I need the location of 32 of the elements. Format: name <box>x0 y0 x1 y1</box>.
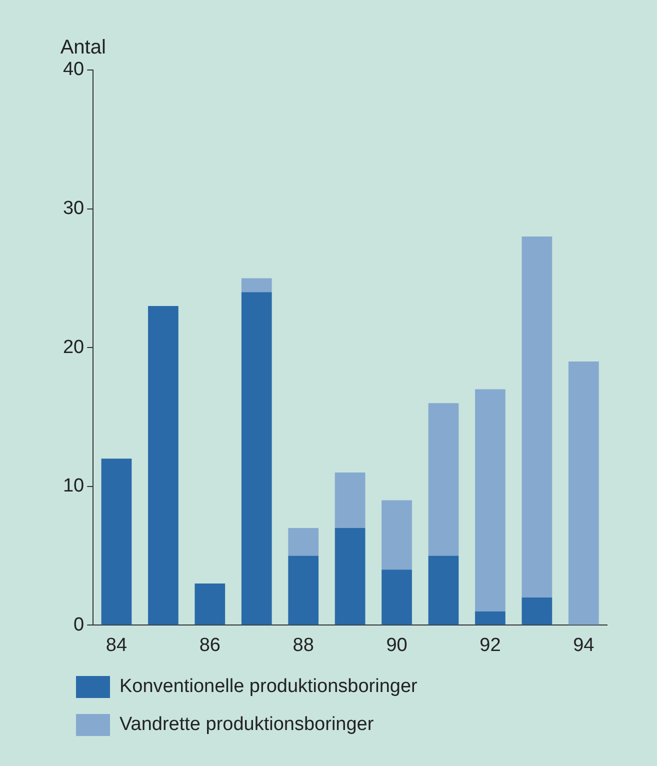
bar <box>428 556 459 625</box>
bar <box>241 292 272 625</box>
bar <box>382 570 412 625</box>
y-tick-label: 20 <box>62 336 84 358</box>
bar <box>288 556 319 625</box>
x-tick-label: 94 <box>573 634 595 656</box>
bar <box>101 458 132 625</box>
legend-label: Konventionelle produktionsboringer <box>120 676 418 698</box>
bar <box>334 472 366 528</box>
bar <box>148 306 178 625</box>
bar <box>241 278 272 292</box>
bar <box>522 236 552 598</box>
bar <box>522 597 552 625</box>
bar <box>288 528 319 556</box>
y-axis-title: Antal <box>60 36 106 59</box>
y-tick-label: 0 <box>74 614 84 636</box>
bar <box>194 584 226 625</box>
x-tick-label: 84 <box>106 634 128 656</box>
bar <box>568 361 599 625</box>
x-tick-label: 90 <box>386 634 408 656</box>
legend-label: Vandrette produktionsboringer <box>120 714 374 736</box>
bar <box>475 389 506 612</box>
x-tick-label: 86 <box>199 634 220 656</box>
y-tick-label: 10 <box>62 476 84 497</box>
bar <box>334 528 366 625</box>
x-tick-label: 88 <box>292 634 314 656</box>
y-tick-label: 40 <box>62 59 84 80</box>
y-tick-label: 30 <box>62 198 84 220</box>
bar <box>475 611 506 625</box>
x-tick-label: 92 <box>480 634 501 656</box>
bar <box>428 403 459 556</box>
bar <box>382 500 412 570</box>
